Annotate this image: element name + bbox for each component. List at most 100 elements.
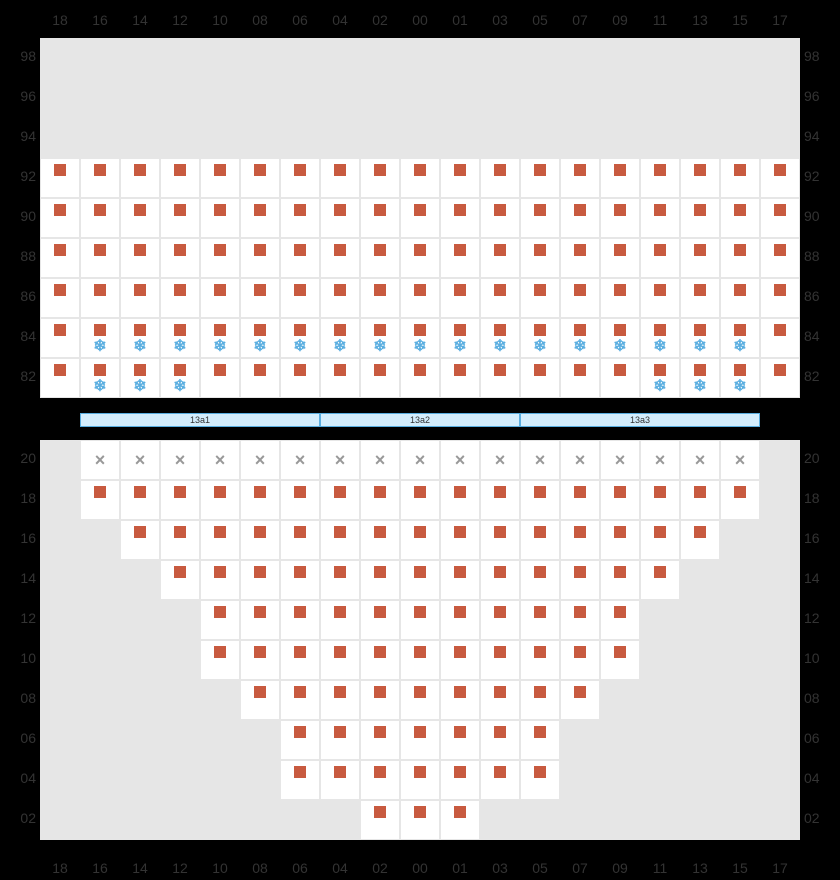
seat-marker[interactable] bbox=[574, 324, 586, 336]
seat-marker[interactable] bbox=[174, 284, 186, 296]
seat-marker[interactable] bbox=[294, 526, 306, 538]
seat-marker[interactable] bbox=[174, 324, 186, 336]
seat-marker[interactable] bbox=[414, 164, 426, 176]
seat-marker[interactable] bbox=[214, 204, 226, 216]
seat-marker[interactable] bbox=[534, 486, 546, 498]
seat-marker[interactable] bbox=[534, 204, 546, 216]
seat-marker[interactable] bbox=[574, 526, 586, 538]
seat-marker[interactable] bbox=[454, 284, 466, 296]
seat-marker[interactable] bbox=[374, 244, 386, 256]
seat-marker[interactable] bbox=[734, 324, 746, 336]
seat-marker[interactable] bbox=[294, 204, 306, 216]
seat-marker[interactable] bbox=[334, 486, 346, 498]
seat-marker[interactable] bbox=[454, 526, 466, 538]
seat-marker[interactable] bbox=[454, 806, 466, 818]
seat-marker[interactable] bbox=[374, 284, 386, 296]
seat-marker[interactable] bbox=[334, 766, 346, 778]
seat-marker[interactable] bbox=[454, 364, 466, 376]
seat-marker[interactable] bbox=[534, 606, 546, 618]
seat-marker[interactable] bbox=[774, 324, 786, 336]
seat-marker[interactable] bbox=[374, 726, 386, 738]
seat-marker[interactable] bbox=[174, 204, 186, 216]
seat-marker[interactable] bbox=[94, 284, 106, 296]
seat-marker[interactable] bbox=[214, 284, 226, 296]
seat-marker[interactable] bbox=[374, 606, 386, 618]
seat-marker[interactable] bbox=[174, 486, 186, 498]
seat-marker[interactable] bbox=[334, 204, 346, 216]
seat-marker[interactable] bbox=[774, 364, 786, 376]
seat-marker[interactable] bbox=[534, 324, 546, 336]
seat-marker[interactable] bbox=[214, 606, 226, 618]
seat-marker[interactable] bbox=[334, 244, 346, 256]
seat-marker[interactable] bbox=[614, 526, 626, 538]
seat-marker[interactable] bbox=[654, 164, 666, 176]
seat-marker[interactable] bbox=[414, 806, 426, 818]
seat-marker[interactable] bbox=[54, 164, 66, 176]
seat-marker[interactable] bbox=[454, 606, 466, 618]
seat-marker[interactable] bbox=[294, 164, 306, 176]
seat-marker[interactable] bbox=[494, 324, 506, 336]
seat-marker[interactable] bbox=[454, 726, 466, 738]
seat-marker[interactable] bbox=[254, 324, 266, 336]
seat-marker[interactable] bbox=[574, 244, 586, 256]
seat-marker[interactable] bbox=[334, 646, 346, 658]
seat-marker[interactable] bbox=[454, 244, 466, 256]
seat-marker[interactable] bbox=[454, 646, 466, 658]
seat-marker[interactable] bbox=[574, 686, 586, 698]
seat-marker[interactable] bbox=[374, 164, 386, 176]
seat-marker[interactable] bbox=[574, 204, 586, 216]
seat-marker[interactable] bbox=[654, 486, 666, 498]
seat-marker[interactable] bbox=[614, 606, 626, 618]
seat-marker[interactable] bbox=[574, 284, 586, 296]
seat-marker[interactable] bbox=[214, 324, 226, 336]
seat-marker[interactable] bbox=[534, 646, 546, 658]
seat-marker[interactable] bbox=[534, 164, 546, 176]
seat-marker[interactable] bbox=[614, 364, 626, 376]
seat-marker[interactable] bbox=[374, 486, 386, 498]
seat-marker[interactable] bbox=[414, 566, 426, 578]
seat-marker[interactable] bbox=[294, 726, 306, 738]
seat-marker[interactable] bbox=[694, 364, 706, 376]
seat-marker[interactable] bbox=[94, 486, 106, 498]
seat-marker[interactable] bbox=[454, 566, 466, 578]
seat-marker[interactable] bbox=[214, 164, 226, 176]
seat-marker[interactable] bbox=[214, 486, 226, 498]
seat-marker[interactable] bbox=[374, 766, 386, 778]
seat-marker[interactable] bbox=[374, 204, 386, 216]
seat-marker[interactable] bbox=[94, 364, 106, 376]
seat-marker[interactable] bbox=[734, 284, 746, 296]
seat-marker[interactable] bbox=[534, 766, 546, 778]
seat-marker[interactable] bbox=[694, 324, 706, 336]
seat-marker[interactable] bbox=[694, 526, 706, 538]
seat-marker[interactable] bbox=[174, 364, 186, 376]
seat-marker[interactable] bbox=[214, 244, 226, 256]
seat-marker[interactable] bbox=[494, 686, 506, 698]
seat-marker[interactable] bbox=[334, 566, 346, 578]
seat-marker[interactable] bbox=[54, 324, 66, 336]
seat-marker[interactable] bbox=[654, 526, 666, 538]
seat-marker[interactable] bbox=[54, 244, 66, 256]
seat-marker[interactable] bbox=[254, 646, 266, 658]
seat-marker[interactable] bbox=[254, 606, 266, 618]
seat-marker[interactable] bbox=[374, 646, 386, 658]
seat-marker[interactable] bbox=[374, 686, 386, 698]
seat-marker[interactable] bbox=[534, 566, 546, 578]
seat-marker[interactable] bbox=[294, 324, 306, 336]
seat-marker[interactable] bbox=[654, 364, 666, 376]
seat-marker[interactable] bbox=[694, 486, 706, 498]
seat-marker[interactable] bbox=[574, 606, 586, 618]
seat-marker[interactable] bbox=[374, 526, 386, 538]
seat-marker[interactable] bbox=[494, 646, 506, 658]
seat-marker[interactable] bbox=[254, 284, 266, 296]
seat-marker[interactable] bbox=[294, 284, 306, 296]
seat-marker[interactable] bbox=[494, 244, 506, 256]
seat-marker[interactable] bbox=[654, 204, 666, 216]
seat-marker[interactable] bbox=[734, 364, 746, 376]
seat-marker[interactable] bbox=[334, 726, 346, 738]
seat-marker[interactable] bbox=[254, 244, 266, 256]
seat-marker[interactable] bbox=[134, 164, 146, 176]
seat-marker[interactable] bbox=[614, 244, 626, 256]
seat-marker[interactable] bbox=[214, 526, 226, 538]
seat-marker[interactable] bbox=[774, 204, 786, 216]
seat-marker[interactable] bbox=[534, 686, 546, 698]
